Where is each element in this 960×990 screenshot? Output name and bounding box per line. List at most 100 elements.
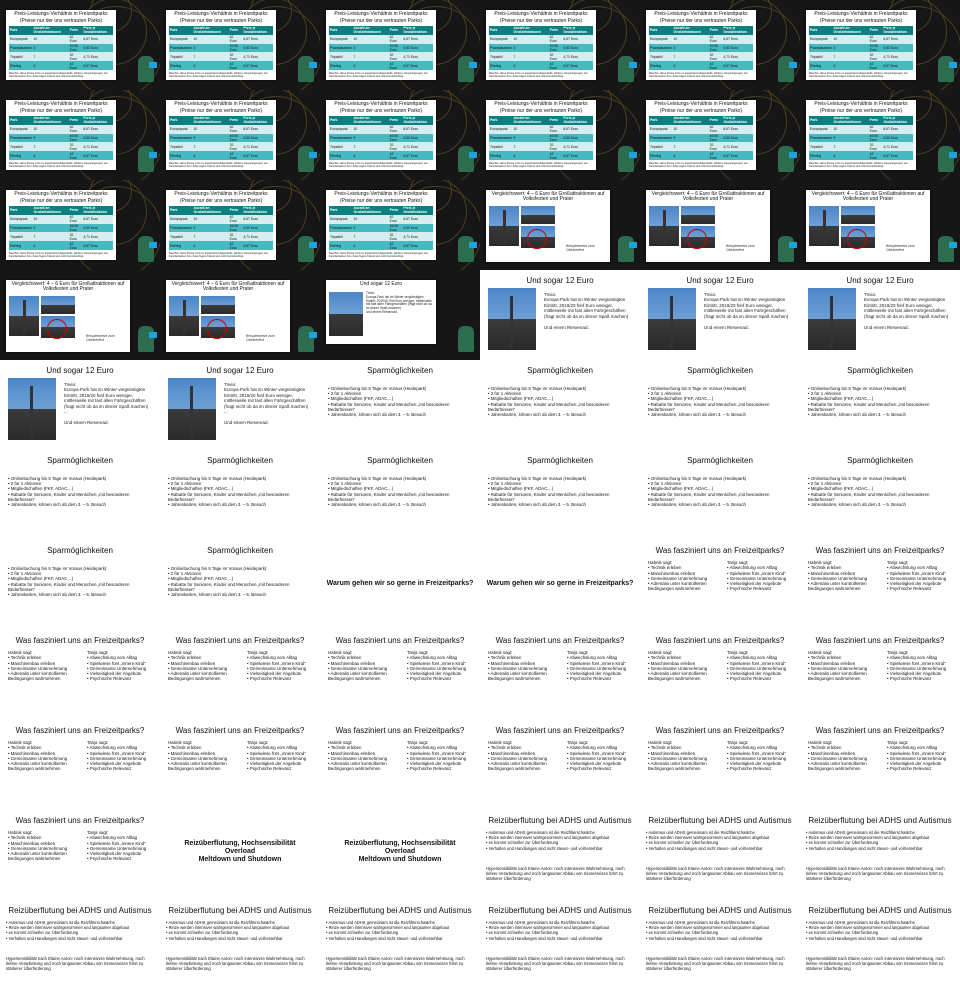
price-note: Beachte: diese Preise sind nur jeweils E…	[329, 71, 428, 78]
slide-thumbnail[interactable]: Sparmöglichkeiten Onlinebuchung bis 5 Tag…	[160, 540, 320, 630]
slide-thumbnail[interactable]: Vergleichswert: 4 – 6 Euro für Großattra…	[640, 180, 800, 270]
table-row: Phantasialand 9 49,50 Euro 5,50 Euro	[329, 223, 433, 233]
tanja-column: Tanja sagt:Abwechslung vom AlltagSpielwi…	[727, 650, 798, 682]
table-cell: Phantasialand	[9, 223, 33, 233]
slide-thumbnail[interactable]: Und sogar 12 Euro Trivia: Europa-Park hat …	[0, 360, 160, 450]
slide-thumbnail[interactable]: Preis-Leistungs-Verhältnis in Freizeitpa…	[480, 0, 640, 90]
slide-thumbnail[interactable]: Was fasziniert uns an Freizeitparks? Habn…	[480, 720, 640, 810]
savings-bullet: Onlinebuchung bis 5 Tage im Voraus (Heid…	[328, 476, 474, 481]
slide-thumbnail[interactable]: Preis-Leistungs-Verhältnis in Freizeitpa…	[0, 90, 160, 180]
slide-thumbnail[interactable]: Was fasziniert uns an Freizeitparks? Habn…	[0, 630, 160, 720]
table-cell: Tripsdrill	[169, 52, 193, 62]
slide-thumbnail[interactable]: Reizüberflutung bei ADHS und Autismus Aut…	[640, 810, 800, 900]
why-title: Warum gehen wir so gerne in Freizeitpark…	[486, 580, 634, 587]
slide-thumbnail[interactable]: Und sogar 12 Euro Trivia: Europa-Park hat …	[320, 270, 480, 360]
riesenrad-text: Und einem Riesenrad.	[64, 420, 109, 426]
slide-thumbnail[interactable]: Und sogar 12 Euro Trivia: Europa-Park hat …	[480, 270, 640, 360]
slide-thumbnail[interactable]: Reizüberflutung, Hochsensibilität Overloa…	[160, 810, 320, 900]
slide-thumbnail[interactable]: Und sogar 12 Euro Trivia: Europa-Park hat …	[800, 270, 960, 360]
slide-thumbnail[interactable]: Vergleichswert: 4 – 6 Euro für Großattra…	[0, 270, 160, 360]
slide-thumbnail[interactable]: Was fasziniert uns an Freizeitparks? Habn…	[640, 630, 800, 720]
slide-thumbnail[interactable]: Preis-Leistungs-Verhältnis in Freizeitpa…	[800, 0, 960, 90]
slide-thumbnail[interactable]: Reizüberflutung bei ADHS und Autismus Aut…	[320, 900, 480, 990]
table-cell: 62 Euro	[68, 124, 83, 134]
table-cell: Europapark	[169, 214, 193, 224]
table-cell: Efteling	[169, 151, 193, 160]
tanja-list: Abwechslung vom AlltagSpielwiese fürs „i…	[407, 745, 478, 771]
slide-thumbnail[interactable]: Reizüberflutung bei ADHS und Autismus Aut…	[800, 900, 960, 990]
slide-thumbnail[interactable]: Was fasziniert uns an Freizeitparks? Habn…	[320, 630, 480, 720]
slide-thumbnail[interactable]: Vergleichswert: 4 – 6 Euro für Großattra…	[160, 270, 320, 360]
slide-thumbnail[interactable]: Was fasziniert uns an Freizeitparks? Habn…	[800, 540, 960, 630]
slide-thumbnail[interactable]: Preis-Leistungs-Verhältnis in Freizeitpa…	[0, 180, 160, 270]
slide-thumbnail[interactable]: Sparmöglichkeiten Onlinebuchung bis 5 Tag…	[800, 360, 960, 450]
slide-thumbnail[interactable]: Preis-Leistungs-Verhältnis in Freizeitpa…	[160, 90, 320, 180]
savings-list: Onlinebuchung bis 5 Tage im Voraus (Heid…	[648, 386, 794, 417]
savings-bullet: Jahreskarten, lohnen sich ab dem 3. – 5.…	[328, 502, 474, 507]
habnik-list: Technik erlebenMaschinenbau erlebenGemei…	[488, 655, 559, 681]
table-cell: 4,71 Euro	[402, 52, 433, 62]
slide-thumbnail[interactable]: Was fasziniert uns an Freizeitparks? Habn…	[160, 630, 320, 720]
slide-thumbnail[interactable]: Preis-Leistungs-Verhältnis in Freizeitpa…	[640, 90, 800, 180]
slide-thumbnail[interactable]: Was fasziniert uns an Freizeitparks? Habn…	[320, 720, 480, 810]
slide-thumbnail[interactable]: Preis-Leistungs-Verhältnis in Freizeitpa…	[320, 180, 480, 270]
slide-thumbnail[interactable]: Warum gehen wir so gerne in Freizeitpark…	[320, 540, 480, 630]
slide-thumbnail[interactable]: Und sogar 12 Euro Trivia: Europa-Park hat …	[640, 270, 800, 360]
slide-thumbnail[interactable]: Was fasziniert uns an Freizeitparks? Habn…	[480, 630, 640, 720]
tanja-list: Abwechslung vom AlltagSpielwiese fürs „i…	[87, 835, 158, 861]
slide-thumbnail[interactable]: Preis-Leistungs-Verhältnis in Freizeitpa…	[480, 90, 640, 180]
table-cell: 6	[192, 151, 229, 160]
slide-thumbnail[interactable]: Sparmöglichkeiten Onlinebuchung bis 5 Tag…	[480, 450, 640, 540]
slide-thumbnail[interactable]: Reizüberflutung, Hochsensibilität Overloa…	[320, 810, 480, 900]
slide-thumbnail[interactable]: Warum gehen wir so gerne in Freizeitpark…	[480, 540, 640, 630]
slide-thumbnail[interactable]: Sparmöglichkeiten Onlinebuchung bis 5 Tag…	[640, 450, 800, 540]
tanja-bullet: Vielseitigkeit der Angebote	[727, 761, 798, 766]
slide-thumbnail[interactable]: Preis-Leistungs-Verhältnis in Freizeitpa…	[800, 90, 960, 180]
tanja-bullet: Psychische Relevanz	[407, 766, 478, 771]
slide-thumbnail[interactable]: Was fasziniert uns an Freizeitparks? Habn…	[0, 810, 160, 900]
slide-thumbnail[interactable]: Sparmöglichkeiten Onlinebuchung bis 5 Tag…	[0, 540, 160, 630]
slide-thumbnail[interactable]: Preis-Leistungs-Verhältnis in Freizeitpa…	[160, 0, 320, 90]
slide-thumbnail[interactable]: Sparmöglichkeiten Onlinebuchung bis 5 Tag…	[0, 450, 160, 540]
table-cell: 9	[352, 223, 389, 233]
slide-thumbnail[interactable]: Was fasziniert uns an Freizeitparks? Habn…	[800, 720, 960, 810]
slide-thumbnail[interactable]: Preis-Leistungs-Verhältnis in Freizeitpa…	[0, 0, 160, 90]
price-table: Park Anzahl an Großattraktionen Preis Preis…	[329, 26, 433, 70]
slide-thumbnail[interactable]: Was fasziniert uns an Freizeitparks? Habn…	[160, 720, 320, 810]
slide-thumbnail[interactable]: Sparmöglichkeiten Onlinebuchung bis 5 Tag…	[640, 360, 800, 450]
slide-thumbnail[interactable]: Sparmöglichkeiten Onlinebuchung bis 5 Tag…	[320, 450, 480, 540]
table-cell: 10	[672, 124, 709, 134]
twelve-title: Und sogar 12 Euro	[360, 281, 402, 287]
table-cell: Phantasialand	[329, 43, 353, 53]
savings-bullet: Rabatte für Senioren, Kinder und Mensche…	[168, 492, 314, 502]
slide-thumbnail[interactable]: Und sogar 12 Euro Trivia: Europa-Park hat …	[160, 360, 320, 450]
slide-thumbnail[interactable]: Reizüberflutung bei ADHS und Autismus Aut…	[640, 900, 800, 990]
slide-thumbnail[interactable]: Reizüberflutung bei ADHS und Autismus Aut…	[0, 900, 160, 990]
slide-thumbnail[interactable]: Preis-Leistungs-Verhältnis in Freizeitpa…	[320, 0, 480, 90]
slide-thumbnail[interactable]: Vergleichswert: 4 – 6 Euro für Großattra…	[800, 180, 960, 270]
slide-thumbnail[interactable]: Sparmöglichkeiten Onlinebuchung bis 5 Tag…	[320, 360, 480, 450]
slide-thumbnail[interactable]: Was fasziniert uns an Freizeitparks? Habn…	[0, 720, 160, 810]
slide-thumbnail[interactable]: Sparmöglichkeiten Onlinebuchung bis 5 Tag…	[160, 450, 320, 540]
slide-thumbnail[interactable]: Was fasziniert uns an Freizeitparks? Habn…	[640, 540, 800, 630]
slide-thumbnail[interactable]: Reizüberflutung bei ADHS und Autismus Aut…	[480, 810, 640, 900]
habnik-bullet: Gemeinsame Unternehmung	[8, 756, 79, 761]
slide-thumbnail[interactable]: Was fasziniert uns an Freizeitparks? Habn…	[800, 630, 960, 720]
slide-thumbnail[interactable]: Reizüberflutung bei ADHS und Autismus Aut…	[160, 900, 320, 990]
slide-thumbnail[interactable]: Preis-Leistungs-Verhältnis in Freizeitpa…	[640, 0, 800, 90]
table-cell: 6	[672, 61, 709, 70]
slide-thumbnail[interactable]: Sparmöglichkeiten Onlinebuchung bis 5 Tag…	[800, 450, 960, 540]
slide-thumbnail[interactable]: Preis-Leistungs-Verhältnis in Freizeitpa…	[320, 90, 480, 180]
compare-caption: Beispielweise zum Oktoberfest	[566, 244, 595, 252]
slide-thumbnail[interactable]: Vergleichswert: 4 – 6 Euro für Großattra…	[480, 180, 640, 270]
table-cell: 7	[832, 142, 869, 152]
slide-thumbnail[interactable]: Reizüberflutung bei ADHS und Autismus Aut…	[800, 810, 960, 900]
slide-thumbnail[interactable]: Sparmöglichkeiten Onlinebuchung bis 5 Tag…	[480, 360, 640, 450]
tanja-bullet: Psychische Relevanz	[887, 766, 958, 771]
tanja-bullet: Spielwiese fürs „innere Kind“	[887, 661, 958, 666]
price-title: Preis-Leistungs-Verhältnis in Freizeitpa…	[334, 11, 428, 17]
slide-thumbnail[interactable]: Reizüberflutung bei ADHS und Autismus Aut…	[480, 900, 640, 990]
table-cell: 4,71 Euro	[562, 142, 593, 152]
slide-thumbnail[interactable]: Was fasziniert uns an Freizeitparks? Habn…	[640, 720, 800, 810]
slide-thumbnail[interactable]: Preis-Leistungs-Verhältnis in Freizeitpa…	[160, 180, 320, 270]
